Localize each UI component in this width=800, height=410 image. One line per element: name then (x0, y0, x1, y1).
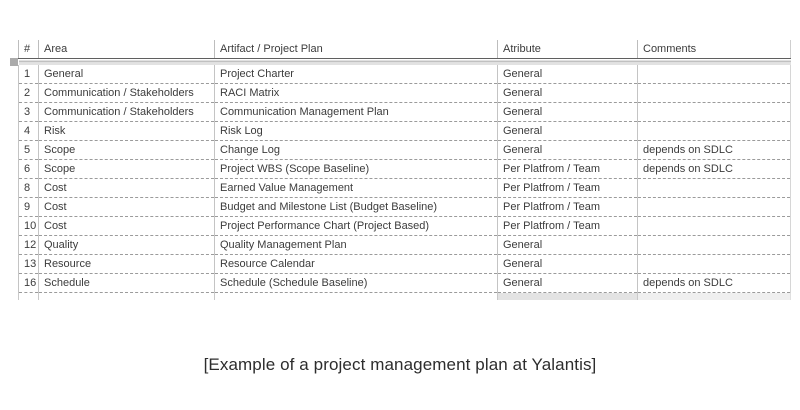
cell-attribute: General (497, 254, 638, 274)
cell-attribute: General (497, 102, 638, 122)
cell-attribute: General (497, 235, 638, 255)
cell-artifact: Schedule (Schedule Baseline) (214, 273, 498, 293)
header-cell-area: Area (38, 40, 215, 59)
cell-artifact: Change Log (214, 140, 498, 160)
empty-tail-row (18, 292, 791, 300)
tail-cell-attribute (497, 292, 638, 300)
cell-num: 4 (18, 121, 39, 141)
cell-num: 3 (18, 102, 39, 122)
tail-cell-artifact (214, 292, 498, 300)
table-row: 1 General Project Charter General (18, 65, 791, 84)
tail-cell-comments (637, 292, 791, 300)
cell-area: Scope (38, 140, 215, 160)
cell-area: Cost (38, 178, 215, 198)
cell-comments (637, 83, 791, 103)
table-row: 10 Cost Project Performance Chart (Proje… (18, 216, 791, 236)
cell-artifact: Project Performance Chart (Project Based… (214, 216, 498, 236)
cell-comments (637, 65, 791, 84)
table-row: 12 Quality Quality Management Plan Gener… (18, 235, 791, 255)
table-row: 9 Cost Budget and Milestone List (Budget… (18, 197, 791, 217)
cell-attribute: General (497, 83, 638, 103)
cell-num: 10 (18, 216, 39, 236)
figure-caption: [Example of a project management plan at… (203, 355, 597, 374)
cell-area: Scope (38, 159, 215, 179)
frozen-row-separator (18, 58, 791, 65)
cell-area: Schedule (38, 273, 215, 293)
cell-area: Cost (38, 216, 215, 236)
cell-comments: depends on SDLC (637, 140, 791, 160)
table-row: 8 Cost Earned Value Management Per Platf… (18, 178, 791, 198)
cell-comments (637, 197, 791, 217)
cell-num: 1 (18, 65, 39, 84)
cell-comments (637, 121, 791, 141)
header-row: # Area Artifact / Project Plan Atribute … (18, 40, 791, 59)
cell-comments (637, 102, 791, 122)
table-footer (18, 292, 791, 300)
table-row: 4 Risk Risk Log General (18, 121, 791, 141)
table-row: 13 Resource Resource Calendar General (18, 254, 791, 274)
cell-attribute: General (497, 273, 638, 293)
cell-attribute: General (497, 140, 638, 160)
cell-artifact: Risk Log (214, 121, 498, 141)
cell-area: General (38, 65, 215, 84)
table-row: 5 Scope Change Log General depends on SD… (18, 140, 791, 160)
cell-attribute: Per Platfrom / Team (497, 197, 638, 217)
frozen-row-notch (10, 58, 18, 66)
cell-comments: depends on SDLC (637, 159, 791, 179)
table-row: 2 Communication / Stakeholders RACI Matr… (18, 83, 791, 103)
tail-cell-num (18, 292, 39, 300)
cell-attribute: General (497, 121, 638, 141)
cell-num: 12 (18, 235, 39, 255)
cell-attribute: Per Platfrom / Team (497, 178, 638, 198)
cell-artifact: Project Charter (214, 65, 498, 84)
cell-area: Resource (38, 254, 215, 274)
header-cell-artifact: Artifact / Project Plan (214, 40, 498, 59)
cell-attribute: Per Platfrom / Team (497, 216, 638, 236)
cell-area: Cost (38, 197, 215, 217)
cell-comments (637, 178, 791, 198)
table-row: 6 Scope Project WBS (Scope Baseline) Per… (18, 159, 791, 179)
cell-num: 5 (18, 140, 39, 160)
cell-num: 16 (18, 273, 39, 293)
cell-comments (637, 235, 791, 255)
cell-area: Communication / Stakeholders (38, 102, 215, 122)
cell-artifact: RACI Matrix (214, 83, 498, 103)
cell-artifact: Communication Management Plan (214, 102, 498, 122)
table-row: 3 Communication / Stakeholders Communica… (18, 102, 791, 122)
header-cell-attribute: Atribute (497, 40, 638, 59)
cell-artifact: Resource Calendar (214, 254, 498, 274)
cell-area: Communication / Stakeholders (38, 83, 215, 103)
cell-num: 2 (18, 83, 39, 103)
table-body: 1 General Project Charter General 2 Comm… (18, 65, 791, 293)
cell-comments (637, 216, 791, 236)
cell-num: 13 (18, 254, 39, 274)
cell-artifact: Project WBS (Scope Baseline) (214, 159, 498, 179)
cell-num: 9 (18, 197, 39, 217)
cell-artifact: Quality Management Plan (214, 235, 498, 255)
cell-num: 6 (18, 159, 39, 179)
cell-area: Quality (38, 235, 215, 255)
cell-area: Risk (38, 121, 215, 141)
frozen-row-separator-band (18, 58, 791, 65)
cell-artifact: Budget and Milestone List (Budget Baseli… (214, 197, 498, 217)
project-plan-table: # Area Artifact / Project Plan Atribute … (18, 40, 791, 300)
table-row: 16 Schedule Schedule (Schedule Baseline)… (18, 273, 791, 293)
tail-cell-area (38, 292, 215, 300)
header-cell-comments: Comments (637, 40, 791, 59)
cell-comments (637, 254, 791, 274)
cell-attribute: Per Platfrom / Team (497, 159, 638, 179)
cell-comments: depends on SDLC (637, 273, 791, 293)
cell-attribute: General (497, 65, 638, 84)
cell-num: 8 (18, 178, 39, 198)
header-cell-num: # (18, 40, 39, 59)
table-header: # Area Artifact / Project Plan Atribute … (18, 40, 791, 65)
cell-artifact: Earned Value Management (214, 178, 498, 198)
